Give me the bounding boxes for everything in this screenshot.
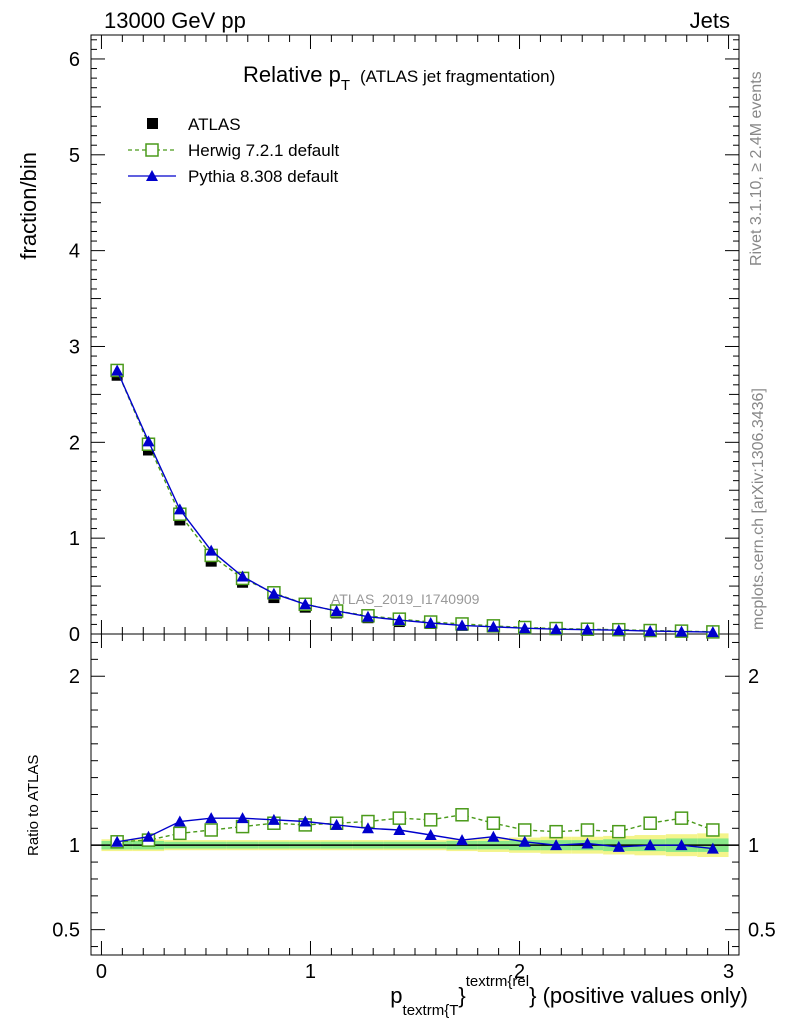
pythia-ratio-point (330, 818, 343, 830)
pythia-point (424, 616, 437, 628)
pythia-point (267, 587, 280, 599)
y-tick-label: 1 (69, 528, 80, 550)
pythia-point (518, 622, 531, 634)
pythia-ratio-point (142, 830, 155, 842)
y-tick-label: 0 (69, 624, 80, 646)
pythia-ratio-line (116, 817, 713, 850)
y-tick-label: 5 (69, 145, 80, 167)
y-tick-label: 2 (69, 432, 80, 454)
pythia-ratio-point (393, 823, 406, 835)
ratio-y-tick-label: 0.5 (748, 920, 776, 942)
ratio-frame (90, 633, 740, 956)
x-tick-label: 3 (723, 961, 734, 983)
legend-label-herwig: Herwig 7.2.1 default (188, 141, 339, 160)
ratio-y-tick-label: 1 (748, 835, 759, 857)
ratio-y-tick-label: 0.5 (52, 920, 80, 942)
pythia-ratio-point (424, 829, 437, 841)
pythia-point (236, 570, 249, 582)
pythia-point (111, 364, 124, 376)
pythia-point (456, 619, 469, 631)
ratio-y-tick-label: 2 (69, 666, 80, 688)
x-axis-label: ptextrm{T}textrm{rel} (positive values o… (390, 973, 748, 1019)
pythia-ratio-point (550, 839, 563, 851)
pythia-ratio-point (706, 842, 719, 854)
y-tick-label: 3 (69, 336, 80, 358)
pythia-point (644, 625, 657, 637)
pythia-ratio-point (612, 840, 625, 852)
pythia-point (299, 598, 312, 610)
main-ylabel: fraction/bin (16, 152, 41, 260)
pythia-ratio-point (487, 830, 500, 842)
pythia-ratio-point (236, 812, 249, 824)
pythia-ratio-point (299, 815, 312, 827)
x-tick-label: 2 (514, 961, 525, 983)
herwig-ratio-point (423, 813, 438, 827)
herwig-ratio-point (455, 808, 469, 822)
pythia-point (612, 624, 625, 636)
herwig-ratio-point (486, 816, 501, 830)
pythia-ratio-point (361, 822, 374, 834)
x-tick-label: 1 (305, 961, 316, 983)
data-marks (110, 363, 720, 854)
herwig-ratio-point (173, 826, 187, 841)
pythia-point (675, 625, 688, 637)
pythia-point (581, 623, 594, 635)
pythia-ratio-point (205, 812, 218, 824)
header-process: Jets (690, 8, 730, 33)
y-tick-label: 4 (69, 241, 80, 263)
pythia-ratio-point (581, 837, 594, 849)
legend: ATLAS Herwig 7.2.1 default Pythia 8.308 … (128, 115, 339, 186)
herwig-ratio-point (674, 811, 689, 825)
pythia-ratio-point (518, 835, 531, 847)
legend-marker-pythia (146, 170, 158, 181)
ratio-y-tick-label: 2 (748, 666, 759, 688)
legend-marker-herwig (145, 143, 159, 157)
herwig-ratio-point (706, 823, 720, 837)
y-tick-label: 6 (69, 49, 80, 71)
pythia-ratio-point (267, 813, 280, 825)
rivet-label: Rivet 3.1.10, ≥ 2.4M events (748, 71, 765, 266)
pythia-point (393, 614, 406, 626)
pythia-point (550, 623, 563, 635)
herwig-ratio-point (580, 823, 595, 837)
pythia-point (330, 604, 343, 616)
legend-label-atlas: ATLAS (188, 115, 241, 134)
x-tick-label: 0 (96, 961, 107, 983)
ratio-ylabel: Ratio to ATLAS (25, 755, 42, 856)
pythia-ratio-point (173, 815, 186, 827)
pythia-ratio-point (675, 839, 688, 851)
analysis-watermark: ATLAS_2019_I1740909 (331, 591, 480, 607)
axis-ticks: 0 1 2 3 0 1 2 3 4 5 6 0.5 0.5 1 1 2 2 (52, 35, 776, 983)
herwig-ratio-point (643, 816, 657, 830)
pythia-point (706, 626, 719, 638)
mcplots-label: mcplots.cern.ch [arXiv:1306.3436] (750, 388, 767, 630)
herwig-ratio-point (549, 824, 563, 839)
herwig-ratio-point (392, 811, 407, 825)
ratio-y-tick-label: 1 (69, 835, 80, 857)
legend-label-pythia: Pythia 8.308 default (188, 167, 339, 186)
chart-title: Relative pT (ATLAS jet fragmentation) (243, 62, 555, 94)
herwig-ratio-point (517, 823, 532, 837)
pythia-point (142, 435, 155, 447)
pythia-point (361, 610, 374, 622)
pythia-point (487, 620, 500, 632)
pythia-point (205, 544, 218, 556)
legend-marker-atlas (147, 118, 158, 129)
pythia-ratio-point (456, 834, 469, 846)
pythia-point (173, 503, 186, 515)
pythia-ratio-point (644, 839, 657, 851)
herwig-ratio-point (204, 823, 218, 837)
header-energy: 13000 GeV pp (104, 8, 246, 33)
pythia-ratio-point (111, 835, 124, 847)
herwig-ratio-point (612, 824, 626, 839)
